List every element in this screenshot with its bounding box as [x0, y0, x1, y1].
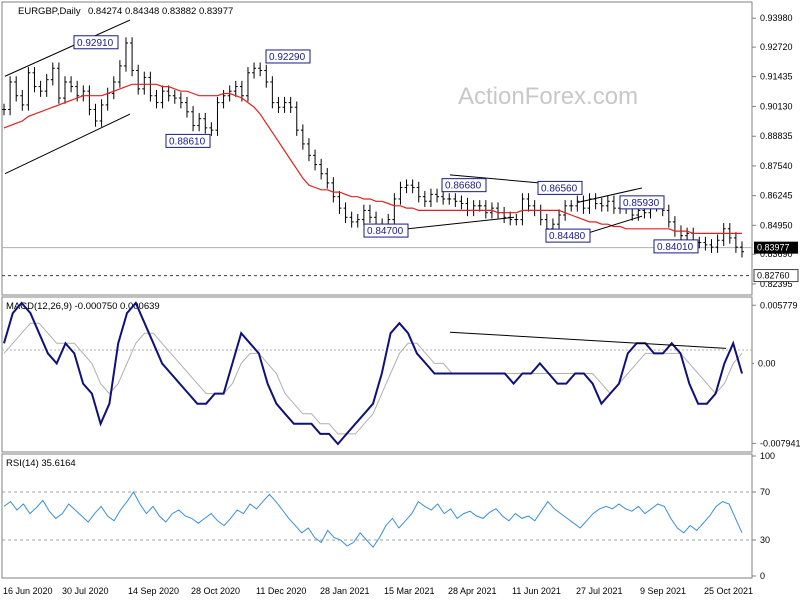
price-annotation-box: [537, 180, 583, 195]
macd-current-tag: [754, 357, 778, 370]
price-annotation-label: 0.84700: [367, 226, 404, 237]
price-y-tick-label: 0.92720: [760, 42, 793, 52]
price-annotation-box: [73, 35, 119, 50]
support-level-label: 0.82760: [757, 271, 790, 281]
macd-current-label: 0.00: [758, 358, 776, 368]
x-tick-label: 11 Dec 2020: [256, 586, 306, 596]
support-level-tag: [753, 269, 799, 283]
current-price-tag: 0.83977: [754, 241, 798, 254]
price-annotation-box: [363, 223, 409, 238]
rsi-y-tick-label: 30: [760, 535, 770, 545]
macd-panel-frame: [1, 296, 753, 453]
rsi-panel-frame: [1, 453, 753, 579]
macd-trendline: [449, 331, 727, 349]
price-trendline: [4, 113, 131, 175]
price-annotation-label: 0.84010: [657, 242, 694, 253]
rsi-y-tick-label: 70: [760, 487, 770, 497]
macd-line: [3, 301, 743, 446]
price-trendlines: [4, 19, 643, 237]
price-header-symbol: EURGBP,Daily: [18, 6, 81, 17]
price-annotations: 0.92910 0.88610 0.92290 0.84700 0.86680 0.844…: [73, 35, 699, 254]
current-price-label: 0.83977: [757, 243, 790, 253]
moving-average-line: [3, 83, 742, 234]
current-price-box: [754, 241, 798, 254]
price-y-tick-label: 0.86245: [760, 191, 793, 201]
price-y-tick-label: 0.91435: [760, 72, 793, 82]
price-annotation-box: [265, 49, 311, 64]
price-trendline: [577, 187, 643, 203]
x-tick-label: 27 Jul 2021: [576, 586, 623, 596]
price-y-tick-label: 0.83690: [760, 249, 793, 259]
rsi-y-tick-label: 100: [760, 451, 775, 461]
rsi-y-tick-label: 0: [760, 571, 765, 581]
x-tick-label: 15 Mar 2021: [384, 586, 435, 596]
support-line: 0.82760: [2, 247, 799, 283]
price-y-tick-label: 0.93980: [760, 13, 793, 23]
price-annotation-box: [165, 133, 211, 148]
price-y-tick-label: 0.82395: [760, 279, 793, 289]
x-tick-label: 28 Apr 2021: [448, 586, 497, 596]
price-header-ohlc: 0.84274 0.84348 0.83882 0.83977: [88, 6, 233, 17]
price-y-tick-label: 0.90130: [760, 102, 793, 112]
rsi-y-axis: 100 70 30 0: [2, 451, 775, 581]
x-tick-label: 11 Jun 2021: [512, 586, 561, 596]
price-annotation-label: 0.88610: [169, 136, 206, 147]
x-tick-label: 28 Oct 2020: [191, 586, 240, 596]
price-trendline: [4, 19, 131, 77]
price-annotation-box: [619, 195, 665, 210]
macd-signal-line: [3, 322, 743, 435]
price-panel-frame: [1, 1, 753, 296]
price-annotation-box: [653, 239, 699, 254]
x-tick-label: 28 Jan 2021: [320, 586, 370, 596]
time-x-axis: 16 Jun 2020 30 Jul 2020 14 Sep 2020 28 Oct …: [3, 586, 753, 596]
watermark: ActionForex.com: [458, 83, 638, 110]
macd-header: MACD(12,26,9) -0.000750 0.000639: [6, 301, 160, 312]
price-annotation-box: [441, 178, 487, 193]
x-tick-label: 30 Jul 2020: [62, 586, 109, 596]
x-tick-label: 25 Oct 2021: [704, 586, 753, 596]
macd-y-tick-label: 0.005779: [760, 300, 798, 310]
price-annotation-label: 0.86680: [445, 181, 482, 192]
rsi-header: RSI(14) 35.6164: [6, 458, 76, 469]
price-y-tick-label: 0.87540: [760, 161, 793, 171]
price-annotation-label: 0.84480: [549, 231, 586, 242]
price-candles: [2, 37, 744, 258]
price-y-axis: 0.93980 0.92720 0.91435 0.90130 0.88835 0.875…: [752, 13, 793, 289]
x-tick-label: 14 Sep 2020: [128, 586, 179, 596]
macd-y-tick-label: -0.007941: [760, 438, 800, 448]
rsi-line: [3, 491, 743, 549]
price-annotation-box: [545, 228, 591, 243]
price-annotation-label: 0.92910: [77, 38, 114, 49]
price-y-tick-label: 0.84950: [760, 220, 793, 230]
x-tick-label: 16 Jun 2020: [3, 586, 53, 596]
price-annotation-label: 0.86560: [541, 183, 578, 194]
price-annotation-label: 0.85930: [623, 198, 660, 209]
x-tick-label: 9 Sep 2021: [640, 586, 686, 596]
price-annotation-label: 0.92290: [269, 52, 306, 63]
price-y-tick-label: 0.88835: [760, 131, 793, 141]
